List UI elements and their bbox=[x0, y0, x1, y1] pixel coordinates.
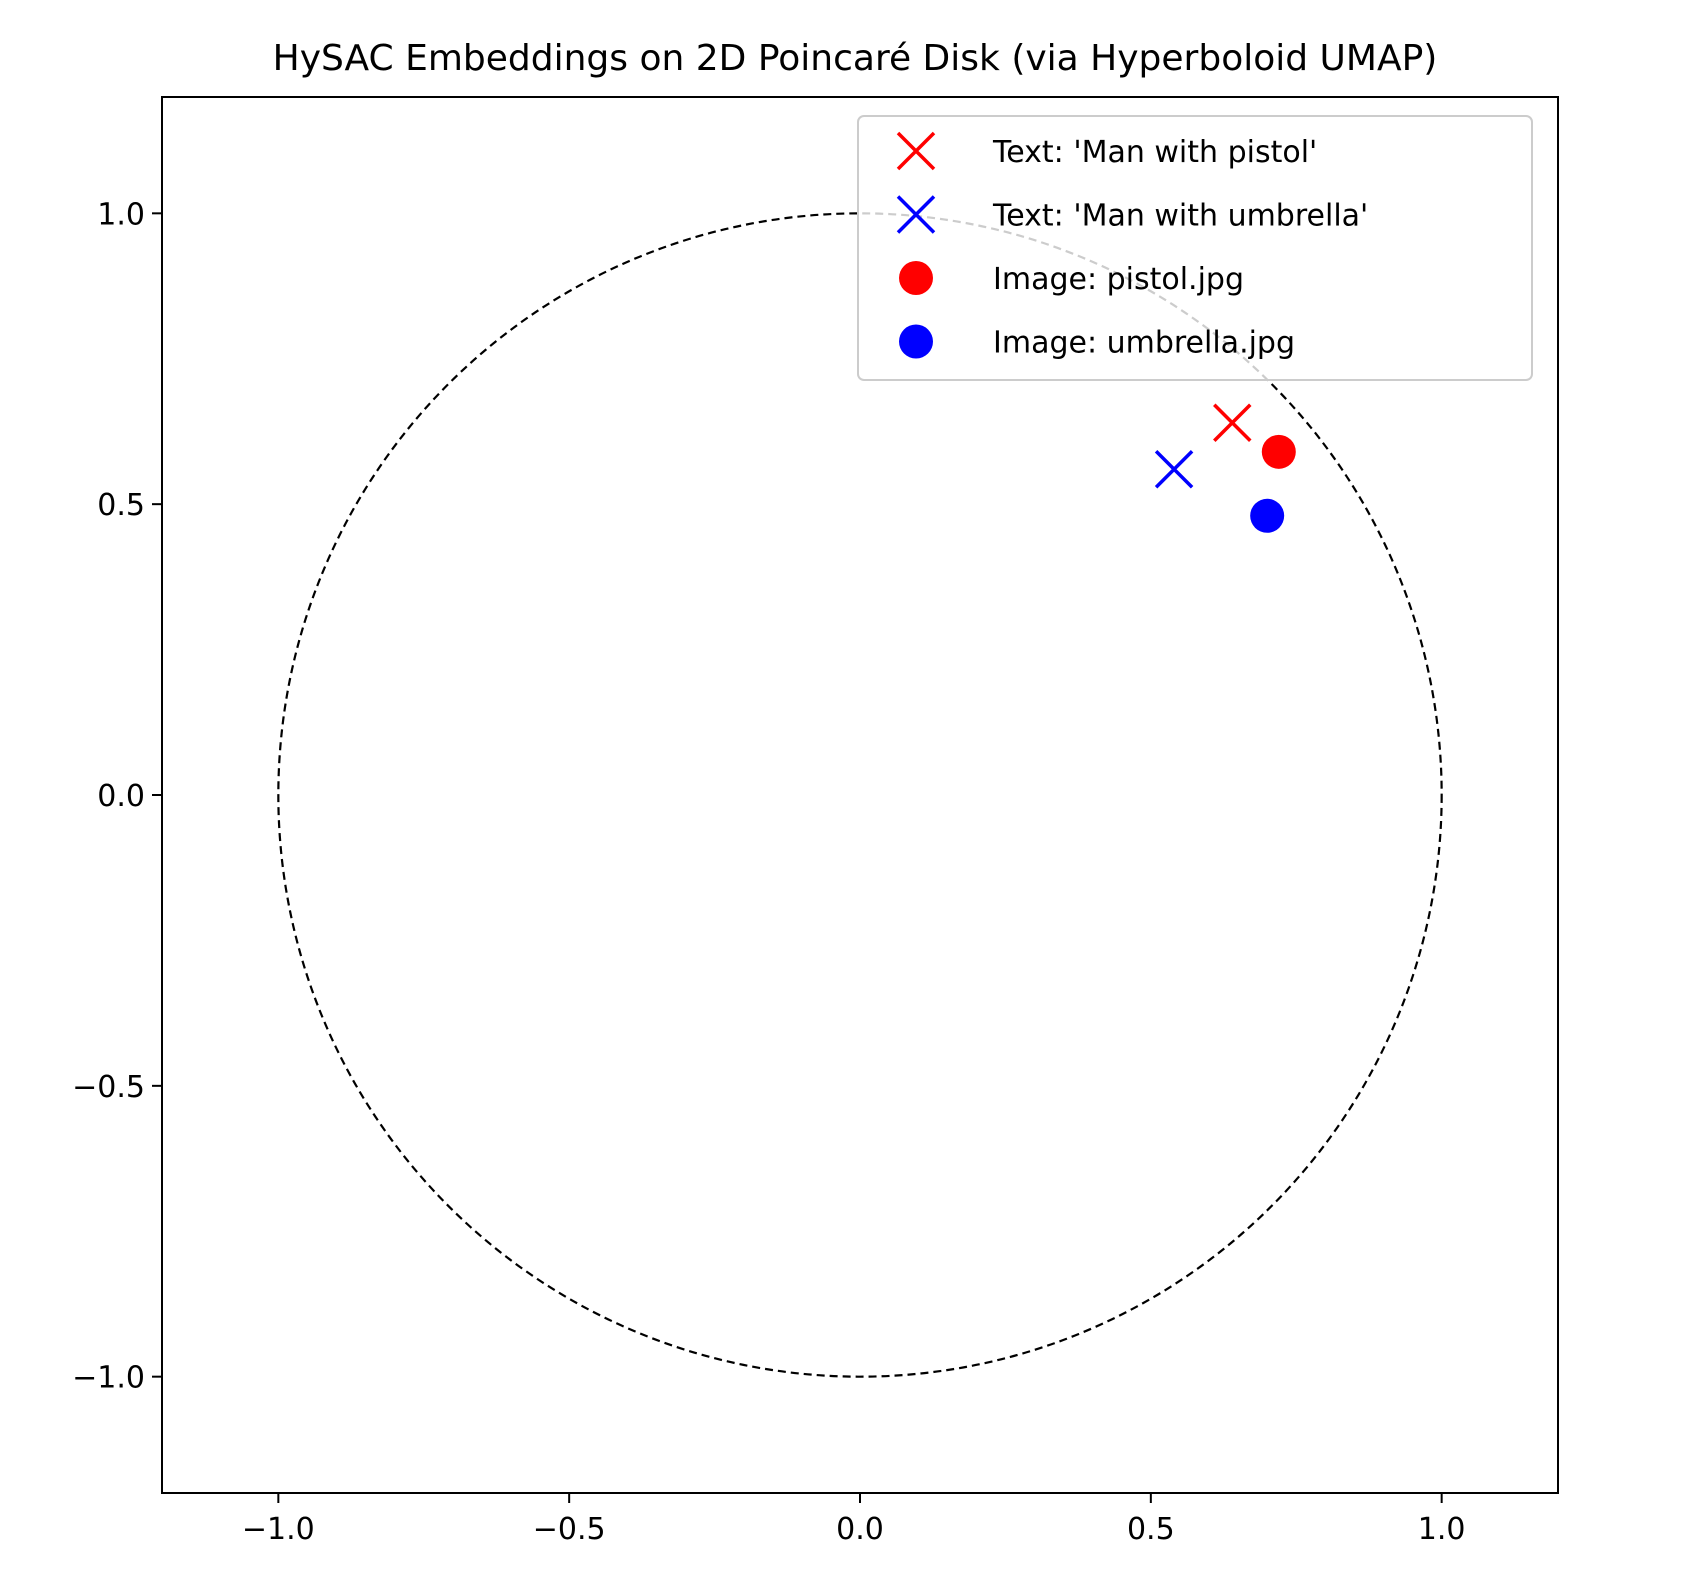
x-tick-label-0: −1.0 bbox=[242, 1512, 315, 1547]
data-point-3-0 bbox=[1250, 498, 1285, 533]
y-tick-label-1: −0.5 bbox=[72, 1070, 145, 1105]
data-point-2-0 bbox=[1261, 434, 1296, 469]
axes: −1.0 −0.5 0.0 0.5 1.0 −1.0 −0.5 0.0 0.5 1.0 bbox=[72, 96, 1559, 1547]
legend-box bbox=[857, 115, 1533, 381]
legend-marker-2 bbox=[899, 261, 933, 295]
y-tick-label-4: 1.0 bbox=[97, 197, 145, 232]
x-tick-label-4: 1.0 bbox=[1418, 1512, 1466, 1547]
legend-label-1: Text: 'Man with umbrella' bbox=[992, 199, 1368, 234]
legend-label-0: Text: 'Man with pistol' bbox=[992, 135, 1317, 170]
x-tick-label-3: 0.5 bbox=[1127, 1512, 1175, 1547]
legend-label-2: Image: pistol.jpg bbox=[993, 262, 1244, 297]
legend-marker-1 bbox=[896, 195, 936, 234]
chart-title: HySAC Embeddings on 2D Poincaré Disk (vi… bbox=[273, 38, 1438, 79]
plot-area bbox=[277, 212, 1443, 1378]
x-tick-label-2: 0.0 bbox=[836, 1512, 884, 1547]
legend-marker-0 bbox=[896, 131, 936, 171]
y-tick-label-3: 0.5 bbox=[97, 488, 145, 523]
y-tick-label-0: −1.0 bbox=[72, 1361, 145, 1396]
unit-circle bbox=[277, 212, 1443, 1378]
data-point-1-0 bbox=[1154, 450, 1194, 489]
data-point-0-0 bbox=[1213, 403, 1252, 442]
legend-marker-3 bbox=[899, 324, 933, 359]
legend: Text: 'Man with pistol' Text: 'Man with u… bbox=[857, 115, 1533, 381]
y-tick-label-2: 0.0 bbox=[97, 779, 145, 814]
x-tick-label-1: −0.5 bbox=[533, 1512, 606, 1547]
legend-label-3: Image: umbrella.jpg bbox=[993, 326, 1295, 361]
